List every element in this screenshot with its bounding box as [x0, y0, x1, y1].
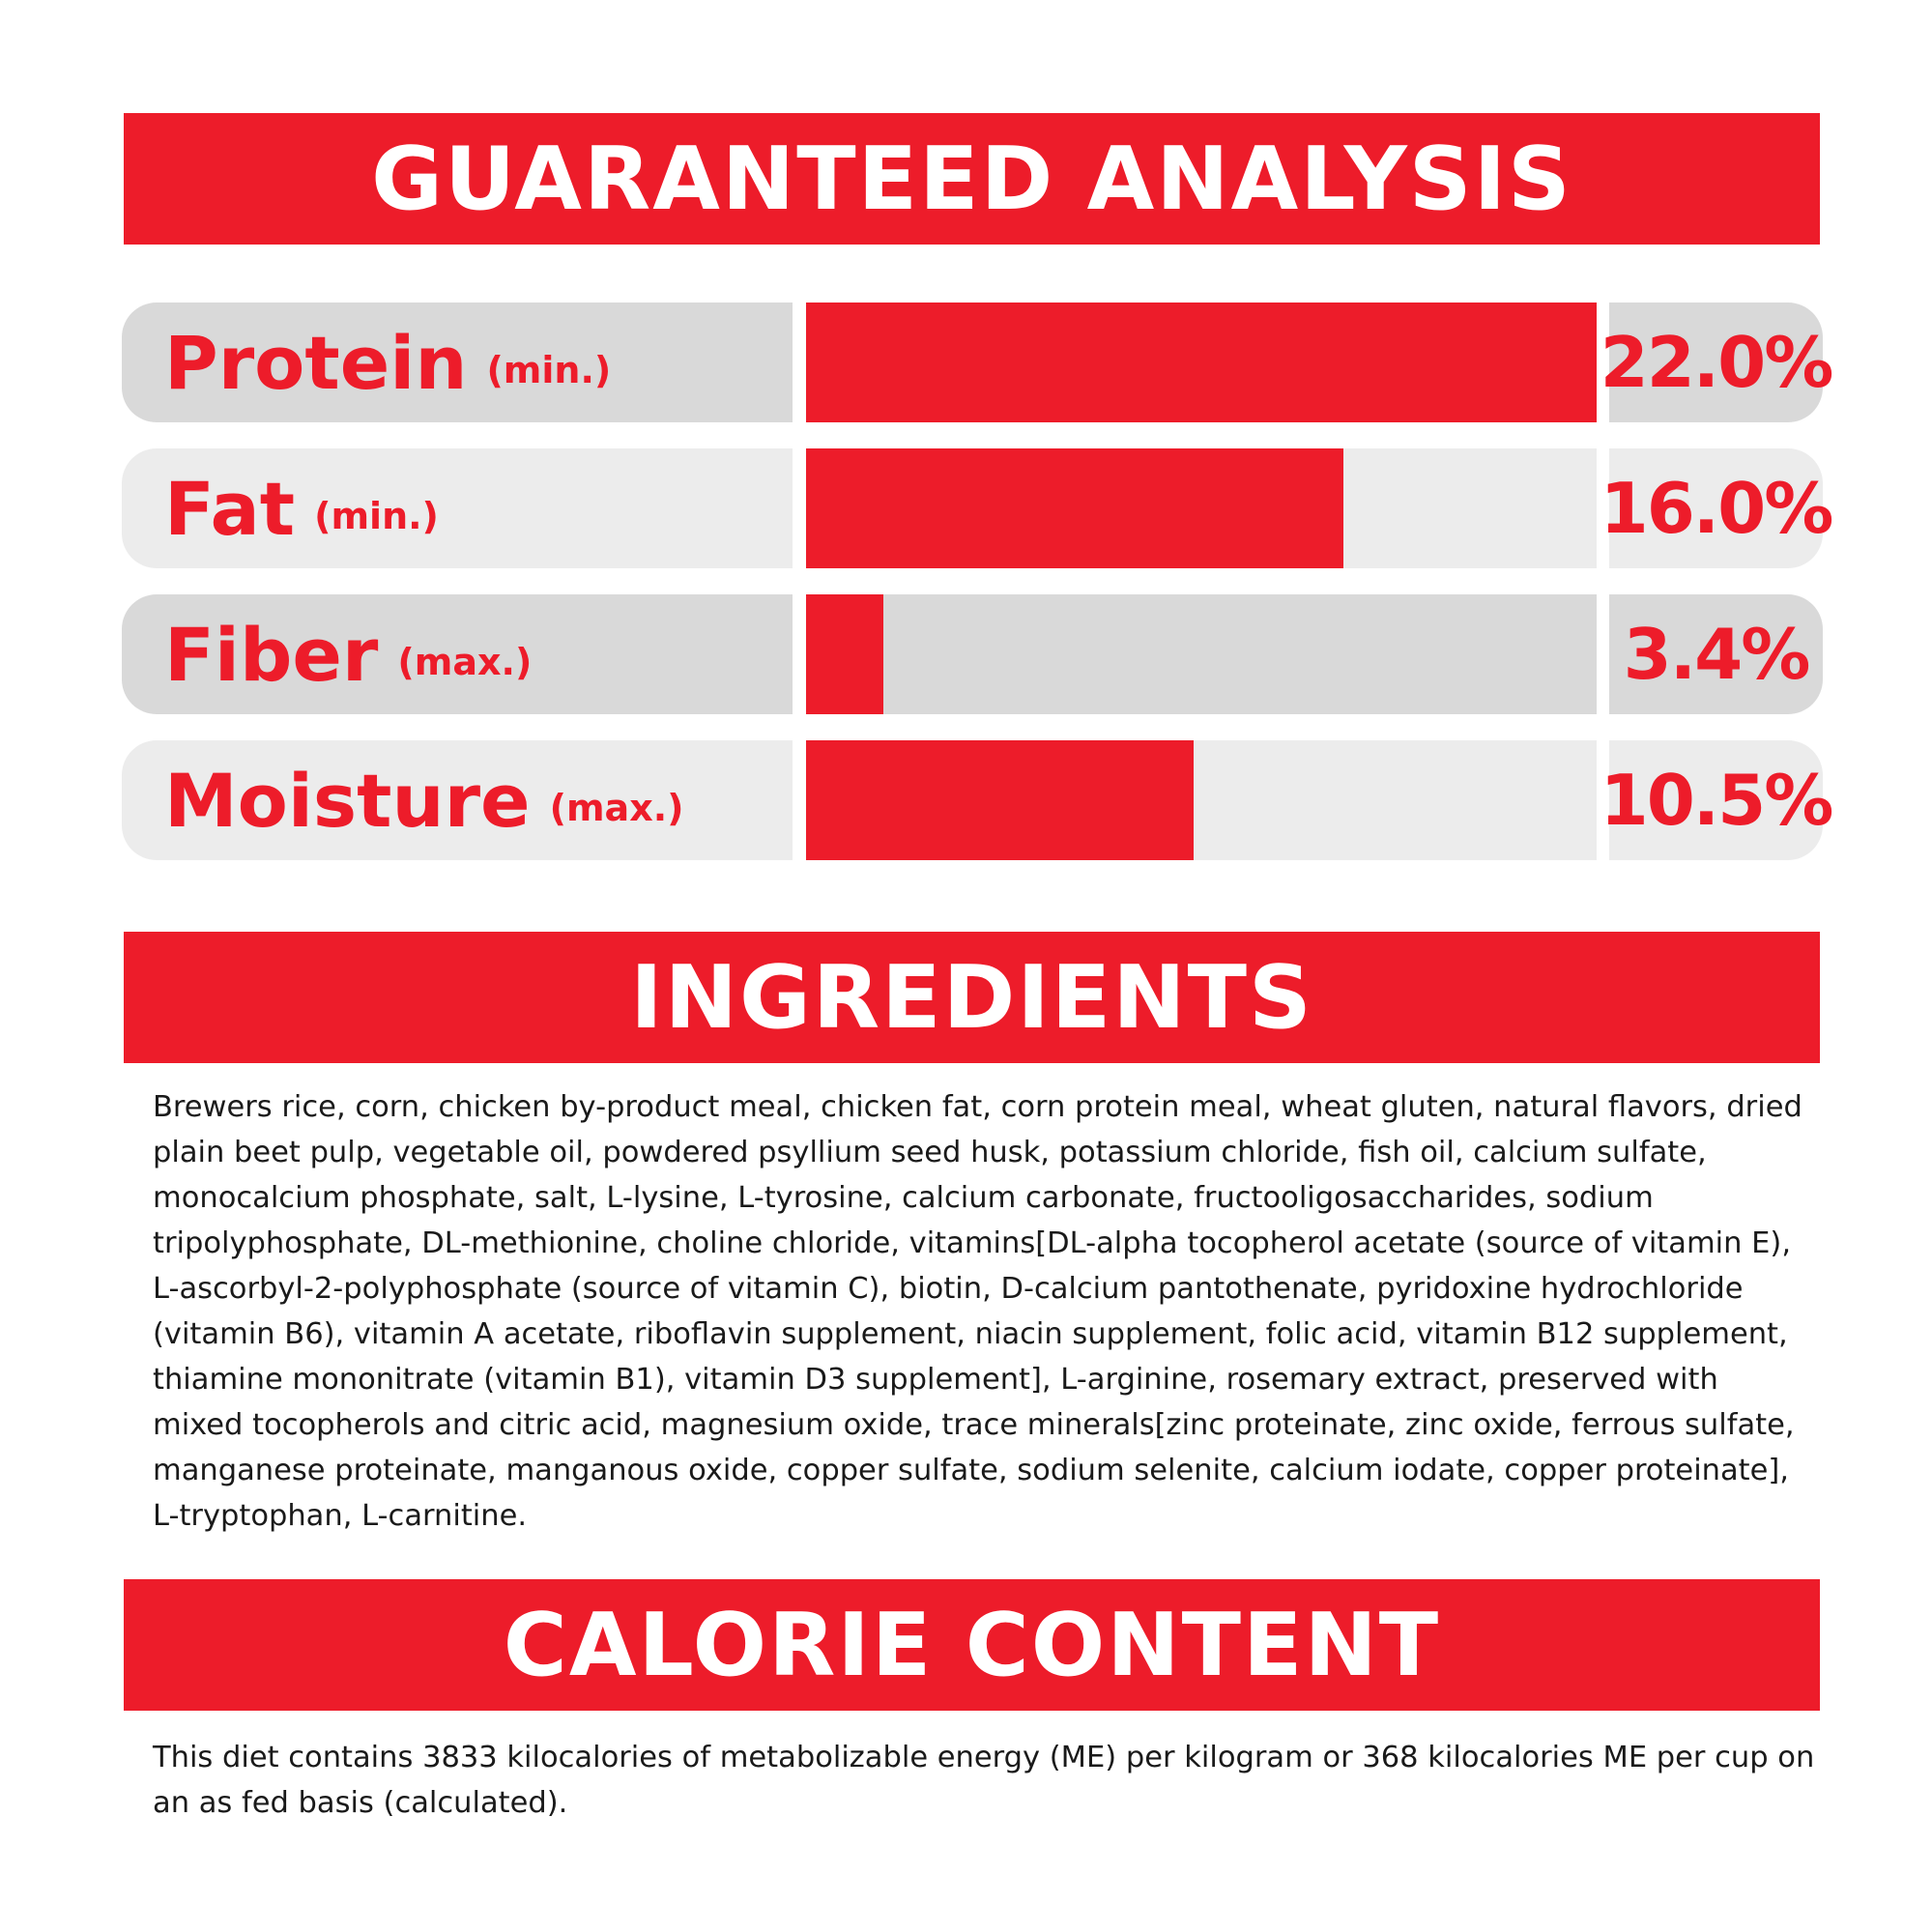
nutrient-qualifier: (max.) [549, 787, 684, 829]
ingredients-title: INGREDIENTS [630, 946, 1313, 1049]
analysis-row-moisture: Moisture (max.) 10.5% [122, 740, 1833, 860]
guaranteed-analysis-title: GUARANTEED ANALYSIS [371, 128, 1572, 230]
analysis-value: 10.5% [1597, 740, 1833, 860]
calorie-content-title: CALORIE CONTENT [503, 1594, 1441, 1696]
nutrient-qualifier: (min.) [486, 349, 612, 391]
nutrient-name: Fat [164, 465, 296, 552]
analysis-bar-track [806, 448, 1597, 568]
ingredients-header: INGREDIENTS [124, 932, 1820, 1063]
calorie-content-text: This diet contains 3833 kilocalories of … [153, 1741, 1815, 1820]
analysis-value: 22.0% [1597, 303, 1833, 422]
nutrient-name: Protein [164, 319, 468, 406]
nutrient-name: Moisture [164, 757, 531, 844]
analysis-bar-fill [806, 740, 1194, 860]
analysis-value: 3.4% [1597, 594, 1823, 714]
analysis-bar-track [806, 740, 1597, 860]
analysis-row-protein: Protein (min.) 22.0% [122, 303, 1833, 422]
analysis-row-fat: Fat (min.) 16.0% [122, 448, 1833, 568]
guaranteed-analysis-header: GUARANTEED ANALYSIS [124, 113, 1820, 245]
analysis-bar-fill [806, 594, 884, 714]
analysis-bar-track [806, 303, 1597, 422]
analysis-label-cell: Fiber (max.) [122, 594, 793, 714]
analysis-bar-fill [806, 448, 1344, 568]
analysis-bar-track [806, 594, 1597, 714]
nutrient-qualifier: (min.) [314, 495, 439, 537]
calorie-content-header: CALORIE CONTENT [124, 1579, 1820, 1711]
analysis-label-cell: Fat (min.) [122, 448, 793, 568]
analysis-label-cell: Moisture (max.) [122, 740, 793, 860]
analysis-label-cell: Protein (min.) [122, 303, 793, 422]
nutrient-qualifier: (max.) [397, 641, 533, 683]
analysis-bar-fill [806, 303, 1597, 422]
ingredients-text: Brewers rice, corn, chicken by-product m… [153, 1090, 1802, 1533]
analysis-row-fiber: Fiber (max.) 3.4% [122, 594, 1823, 714]
analysis-value: 16.0% [1597, 448, 1833, 568]
nutrient-name: Fiber [164, 611, 379, 698]
